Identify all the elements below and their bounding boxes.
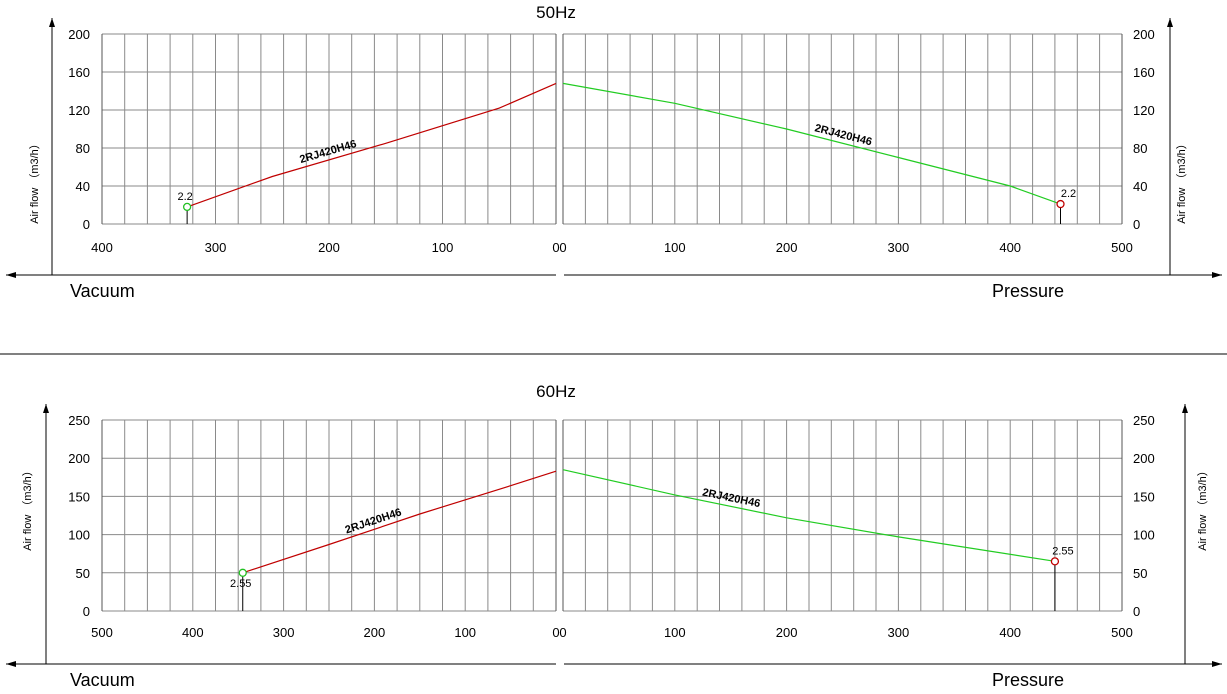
end-point-marker bbox=[182, 202, 192, 212]
pressure-x-tick: 100 bbox=[664, 240, 686, 255]
chart-title: 60Hz bbox=[536, 382, 576, 401]
left-y-axis-arrow bbox=[49, 18, 55, 27]
right-y-tick: 80 bbox=[1133, 141, 1147, 156]
right-y-axis-arrow bbox=[1167, 18, 1173, 27]
pressure-x-tick: 300 bbox=[888, 625, 910, 640]
chart-title: 50Hz bbox=[536, 3, 576, 22]
right-y-tick: 0 bbox=[1133, 217, 1140, 232]
pressure-curve-2rj420h46 bbox=[562, 469, 1055, 562]
vacuum-x-tick: 400 bbox=[182, 625, 204, 640]
vacuum-label: Vacuum bbox=[70, 281, 135, 301]
vacuum-series-label: 2RJ420H46 bbox=[298, 138, 358, 166]
left-y-tick: 150 bbox=[68, 489, 90, 504]
left-y-tick: 250 bbox=[68, 413, 90, 428]
pressure-x-tick: 400 bbox=[999, 240, 1021, 255]
vacuum-x-tick: 0 bbox=[552, 240, 559, 255]
pressure-x-tick: 200 bbox=[776, 240, 798, 255]
right-y-tick: 200 bbox=[1133, 451, 1155, 466]
pressure-label: Pressure bbox=[992, 281, 1064, 301]
vacuum-x-tick: 400 bbox=[91, 240, 113, 255]
left-y-tick: 120 bbox=[68, 103, 90, 118]
vacuum-label: Vacuum bbox=[70, 670, 135, 690]
left-y-axis-label: Air flow （m3/h） bbox=[28, 138, 41, 224]
left-y-tick: 50 bbox=[76, 566, 90, 581]
vacuum-curve-2rj420h46 bbox=[186, 82, 557, 208]
right-y-tick: 150 bbox=[1133, 489, 1155, 504]
pressure-x-tick: 200 bbox=[776, 625, 798, 640]
vacuum-grid: 500 400 300 200 100 0 2RJ420H46 2.55 bbox=[91, 419, 560, 640]
pressure-x-tick: 0 bbox=[559, 240, 566, 255]
vacuum-x-tick: 0 bbox=[552, 625, 559, 640]
pressure-curve-2rj420h46 bbox=[562, 82, 1061, 205]
pressure-baseline-arrow bbox=[1212, 272, 1222, 278]
vacuum-x-tick: 100 bbox=[432, 240, 454, 255]
right-y-tick: 0 bbox=[1133, 604, 1140, 619]
left-y-tick: 100 bbox=[68, 528, 90, 543]
right-y-tick: 120 bbox=[1133, 103, 1155, 118]
vacuum-x-tick: 100 bbox=[454, 625, 476, 640]
vacuum-x-tick: 200 bbox=[364, 625, 386, 640]
right-y-tick: 100 bbox=[1133, 528, 1155, 543]
end-point-label: 2.2 bbox=[177, 191, 192, 203]
vacuum-x-tick: 300 bbox=[205, 240, 227, 255]
right-y-tick: 50 bbox=[1133, 566, 1147, 581]
pressure-label: Pressure bbox=[992, 670, 1064, 690]
right-y-axis-label: Air flow （m3/h） bbox=[1196, 465, 1209, 551]
left-y-tick: 80 bbox=[76, 141, 90, 156]
pressure-grid: 0 100 200 300 400 500 2RJ420H46 2.2 bbox=[559, 33, 1133, 255]
pressure-x-tick: 0 bbox=[559, 625, 566, 640]
pressure-baseline-arrow bbox=[1212, 661, 1222, 667]
left-y-axis-label: Air flow （m3/h） bbox=[21, 465, 34, 551]
end-point-label: 2.2 bbox=[1061, 188, 1076, 200]
left-y-tick: 0 bbox=[83, 217, 90, 232]
pressure-x-tick: 500 bbox=[1111, 240, 1133, 255]
right-y-tick: 40 bbox=[1133, 179, 1147, 194]
end-point-marker bbox=[1056, 199, 1065, 209]
left-y-axis-arrow bbox=[43, 404, 49, 413]
left-y-tick: 40 bbox=[76, 179, 90, 194]
right-y-tick: 160 bbox=[1133, 65, 1155, 80]
pressure-x-tick: 300 bbox=[888, 240, 910, 255]
pressure-x-tick: 500 bbox=[1111, 625, 1133, 640]
left-y-tick: 160 bbox=[68, 65, 90, 80]
vacuum-grid: 400 300 200 100 0 2RJ420H46 2.2 bbox=[91, 33, 560, 255]
end-point-marker bbox=[1050, 557, 1060, 566]
right-y-tick: 250 bbox=[1133, 413, 1155, 428]
left-y-tick: 200 bbox=[68, 451, 90, 466]
vacuum-baseline-arrow bbox=[6, 272, 16, 278]
end-point-label: 2.55 bbox=[230, 578, 251, 590]
vacuum-x-tick: 200 bbox=[318, 240, 340, 255]
right-y-axis-label: Air flow （m3/h） bbox=[1175, 138, 1188, 224]
left-y-tick: 0 bbox=[83, 604, 90, 619]
vacuum-curve-2rj420h46 bbox=[242, 470, 557, 574]
right-y-axis-arrow bbox=[1182, 404, 1188, 413]
vacuum-x-tick: 300 bbox=[273, 625, 295, 640]
left-y-tick: 200 bbox=[68, 27, 90, 42]
right-y-tick: 200 bbox=[1133, 27, 1155, 42]
vacuum-series-label: 2RJ420H46 bbox=[344, 506, 403, 536]
pressure-series-label: 2RJ420H46 bbox=[813, 122, 873, 148]
vacuum-x-tick: 500 bbox=[91, 625, 113, 640]
pressure-x-tick: 400 bbox=[999, 625, 1021, 640]
vacuum-baseline-arrow bbox=[6, 661, 16, 667]
end-point-label: 2.55 bbox=[1052, 545, 1073, 557]
pressure-x-tick: 100 bbox=[664, 625, 686, 640]
end-point-marker bbox=[238, 568, 247, 577]
